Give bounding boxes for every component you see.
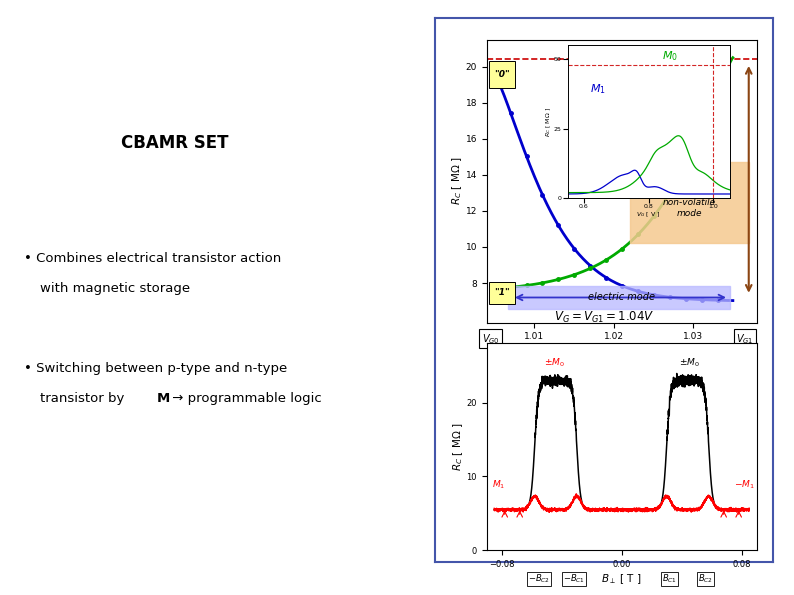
Text: → programmable logic: → programmable logic bbox=[168, 392, 322, 405]
X-axis label: $B_\perp$ [ T ]: $B_\perp$ [ T ] bbox=[601, 572, 642, 585]
Text: $\pm M_0$: $\pm M_0$ bbox=[544, 357, 565, 369]
Text: electric mode: electric mode bbox=[588, 293, 655, 302]
Text: "1": "1" bbox=[495, 289, 510, 298]
Text: $-B_{C2}$: $-B_{C2}$ bbox=[528, 572, 550, 585]
Text: "0": "0" bbox=[495, 70, 510, 79]
Text: $M_1$: $M_1$ bbox=[492, 478, 505, 491]
FancyBboxPatch shape bbox=[508, 286, 730, 309]
Text: $-M_1$: $-M_1$ bbox=[734, 478, 755, 491]
X-axis label: $V_G$ [ V ]: $V_G$ [ V ] bbox=[602, 343, 642, 356]
Text: $B_{C1}$: $B_{C1}$ bbox=[662, 572, 677, 585]
Text: M: M bbox=[157, 392, 171, 405]
FancyBboxPatch shape bbox=[489, 61, 515, 88]
Text: $V_G = V_{G1} = 1.04V$: $V_G = V_{G1} = 1.04V$ bbox=[553, 311, 654, 325]
FancyBboxPatch shape bbox=[630, 162, 749, 243]
Text: magnetic
non-volatile
mode: magnetic non-volatile mode bbox=[663, 188, 715, 218]
Text: $-B_{C1}$: $-B_{C1}$ bbox=[563, 572, 584, 585]
Text: $B_{C2}$: $B_{C2}$ bbox=[698, 572, 713, 585]
Y-axis label: $R_C$ [ M$\Omega$ ]: $R_C$ [ M$\Omega$ ] bbox=[450, 157, 464, 205]
Text: • Switching between p-type and n-type: • Switching between p-type and n-type bbox=[24, 362, 287, 375]
Text: $V_{G1}$: $V_{G1}$ bbox=[736, 332, 754, 346]
Text: CBAMR SET: CBAMR SET bbox=[121, 134, 229, 152]
FancyBboxPatch shape bbox=[489, 282, 515, 304]
Text: $\pm M_0$: $\pm M_0$ bbox=[679, 357, 700, 369]
Text: $V_{G0}$: $V_{G0}$ bbox=[482, 332, 499, 346]
Text: transistor by: transistor by bbox=[40, 392, 129, 405]
Text: • Combines electrical transistor action: • Combines electrical transistor action bbox=[24, 252, 281, 265]
Y-axis label: $R_C$ [ M$\Omega$ ]: $R_C$ [ M$\Omega$ ] bbox=[451, 422, 465, 471]
Text: with magnetic storage: with magnetic storage bbox=[40, 282, 190, 295]
